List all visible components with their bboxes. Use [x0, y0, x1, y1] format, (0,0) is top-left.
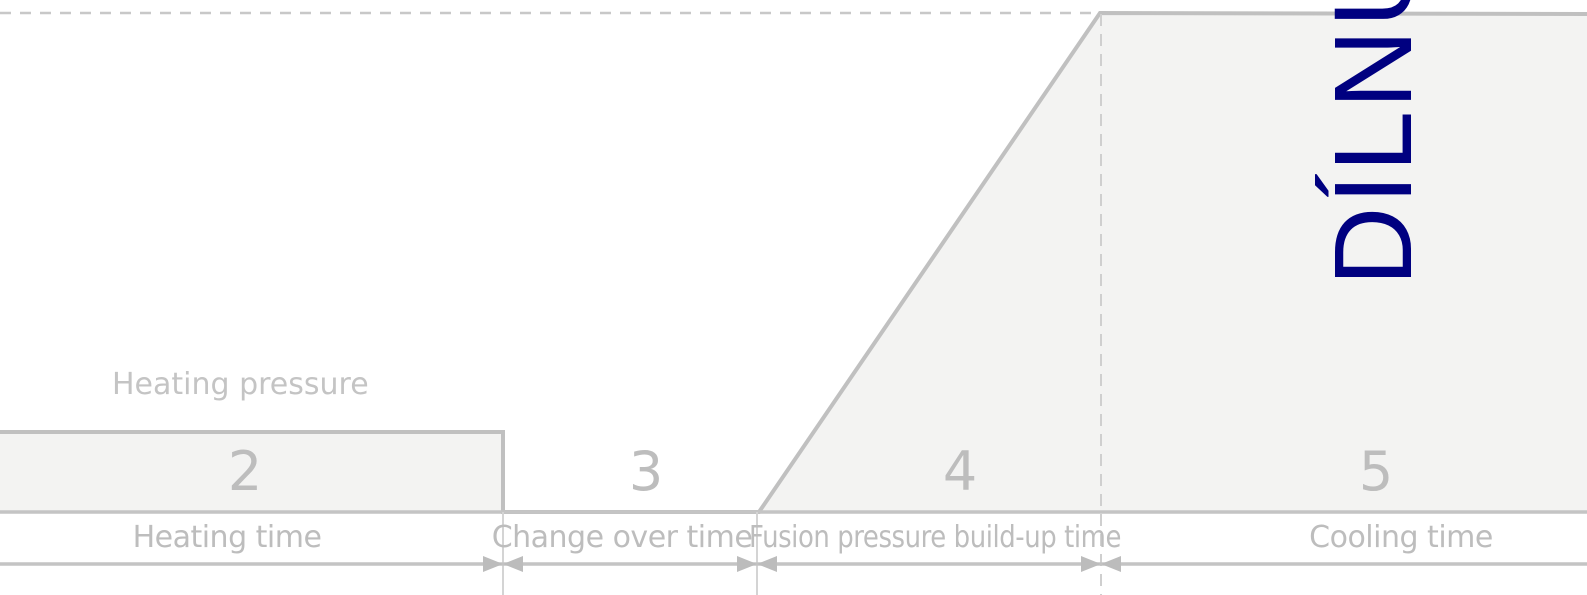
heating-pressure-label: Heating pressure — [112, 367, 369, 402]
heating-pressure-region — [0, 432, 503, 512]
phase-label-fusion-pressure-build-up-time: Fusion pressure build-up time — [749, 520, 1121, 555]
fusion-cooling-region — [759, 13, 1587, 512]
arrowhead — [1081, 556, 1101, 572]
zone-number: 2 — [228, 440, 262, 503]
arrowhead — [503, 556, 523, 572]
phase-label-heating-time: Heating time — [133, 520, 322, 555]
phase-label-change-over-time: Change over time — [492, 520, 753, 555]
arrowhead — [757, 556, 777, 572]
zone-number: 5 — [1359, 440, 1393, 503]
arrowhead — [1101, 556, 1121, 572]
zone-number: 3 — [629, 440, 663, 503]
phase-label-cooling-time: Cooling time — [1309, 520, 1493, 555]
vertical-stamp-text: DÍLNU — [1312, 0, 1435, 286]
zone-number: 4 — [943, 440, 977, 503]
arrowhead — [737, 556, 757, 572]
arrowhead — [483, 556, 503, 572]
